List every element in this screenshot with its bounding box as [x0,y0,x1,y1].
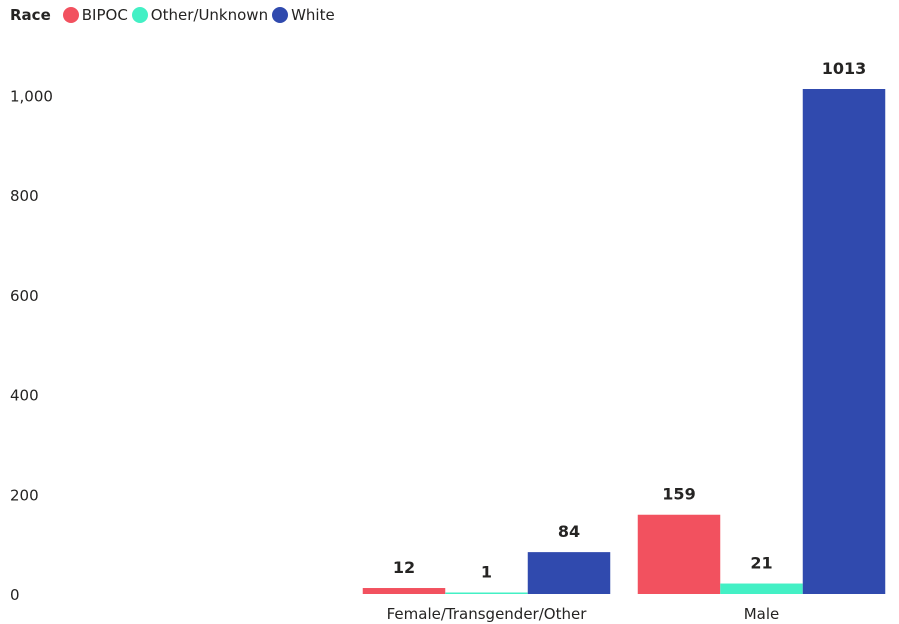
legend-item-bipoc[interactable]: BIPOC [62,6,128,24]
bar-bipoc-female-transgender-other [362,588,446,594]
data-label-white-male: 1013 [822,59,867,78]
chart-legend: Race BIPOC Other/Unknown White [10,4,339,26]
bar-white-male [802,89,886,594]
y-axis: 0 200 400 600 800 1,000 [10,87,53,604]
y-tick-label-0: 0 [10,586,20,604]
x-tick-label-female-transgender-other: Female/Transgender/Other [387,605,588,623]
legend-label-bipoc: BIPOC [81,6,128,24]
data-label-other-unknown-female-transgender-other: 1 [481,563,492,582]
legend-item-white[interactable]: White [272,6,335,24]
legend-swatch-other-unknown [131,7,148,23]
legend-item-other-unknown[interactable]: Other/Unknown [131,6,269,24]
legend-swatch-white [272,7,289,23]
data-label-white-female-transgender-other: 84 [558,522,580,541]
bar-white-female-transgender-other [527,552,611,594]
data-labels: 12 159 1 21 84 1013 [393,59,866,582]
x-axis: Female/Transgender/Other Male [387,605,780,623]
y-tick-label-400: 400 [10,387,39,405]
bars [362,89,886,594]
legend-label-other-unknown: Other/Unknown [150,6,269,24]
legend-label-white: White [291,6,335,24]
y-tick-label-1000: 1,000 [10,87,53,105]
x-tick-label-male: Male [744,605,780,623]
bar-other-unknown-female-transgender-other [445,592,528,594]
data-label-other-unknown-male: 21 [750,554,772,573]
y-tick-label-600: 600 [10,287,39,305]
legend-swatch-bipoc [62,7,79,23]
bar-bipoc-male [637,514,721,594]
y-tick-label-200: 200 [10,486,39,504]
y-tick-label-800: 800 [10,187,39,205]
data-label-bipoc-female-transgender-other: 12 [393,558,415,577]
data-label-bipoc-male: 159 [662,485,695,504]
bar-other-unknown-male [720,583,803,594]
legend-title: Race [10,6,51,24]
